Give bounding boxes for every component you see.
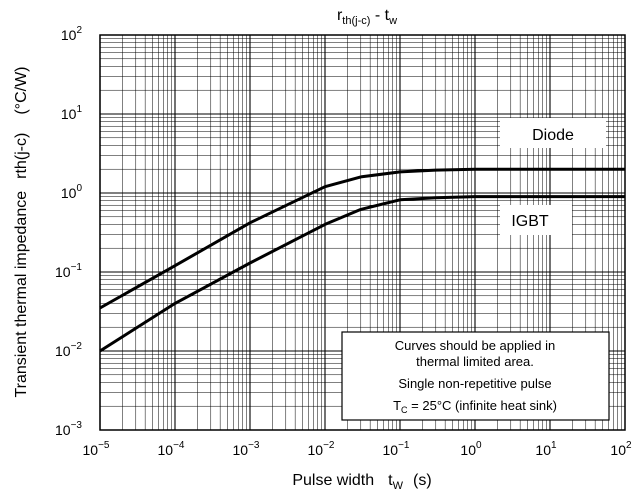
note-line4-sub: C	[401, 405, 408, 415]
y-tick-label: 10−1	[55, 262, 82, 280]
y-tick-label: 100	[61, 183, 83, 201]
curves	[99, 167, 625, 353]
grid	[99, 35, 625, 431]
y-tick-label: 102	[61, 25, 83, 43]
diode-label-box	[500, 118, 606, 148]
igbt-label: IGBT	[511, 213, 549, 230]
x-tick-label: 100	[460, 440, 482, 458]
curve-igbt	[99, 195, 625, 353]
y-axis-unit: (°C/W)	[13, 67, 30, 115]
note-line4-var: T	[393, 398, 401, 413]
x-axis-var: t	[388, 472, 393, 489]
x-tick-label: 10−2	[308, 440, 335, 458]
y-axis-var: rth(j-c)	[13, 133, 30, 179]
note-box	[341, 331, 610, 421]
note-line3: Single non-repetitive pulse	[398, 376, 551, 391]
igbt-label-box	[500, 205, 572, 235]
y-tick-label: 10−2	[55, 341, 82, 359]
x-tick-labels: 10−5 10−4 10−3 10−2 10−1 100 101 102	[83, 440, 633, 458]
note-line4: TC = 25°C (infinite heat sink)	[393, 398, 557, 415]
x-tick-label: 10−5	[83, 440, 110, 458]
x-axis-title: Pulse width tW (s)	[292, 472, 431, 492]
note-line1: Curves should be applied in	[395, 338, 555, 353]
curve-diode	[99, 167, 625, 310]
x-axis-unit: (s)	[413, 472, 432, 489]
x-tick-label: 10−3	[233, 440, 260, 458]
x-tick-label: 10−1	[383, 440, 410, 458]
title-main: r	[337, 7, 343, 24]
y-axis-title: Transient thermal impedance rth(j-c) (°C/W…	[13, 67, 30, 398]
x-tick-label: 102	[610, 440, 632, 458]
x-axis-var-sub: W	[393, 480, 404, 492]
diode-label: Diode	[532, 127, 574, 144]
plot-frame	[99, 34, 626, 431]
title-sep: -	[370, 7, 384, 24]
x-axis-text: Pulse width	[292, 472, 374, 489]
note-line4-rest: = 25°C (infinite heat sink)	[408, 398, 557, 413]
y-tick-labels: 10−3 10−2 10−1 100 101 102	[55, 25, 82, 438]
x-tick-label: 10−4	[158, 440, 185, 458]
title-sub: th(j-c)	[342, 15, 370, 27]
title-sub2: w	[388, 15, 397, 27]
y-tick-label: 101	[61, 104, 83, 122]
note-line2: thermal limited area.	[416, 354, 534, 369]
title-main2: t	[385, 7, 390, 24]
y-tick-label: 10−3	[55, 420, 82, 438]
x-tick-label: 101	[535, 440, 557, 458]
y-axis-text: Transient thermal impedance	[13, 191, 30, 398]
chart-title: rth(j-c) - tw	[337, 7, 397, 27]
